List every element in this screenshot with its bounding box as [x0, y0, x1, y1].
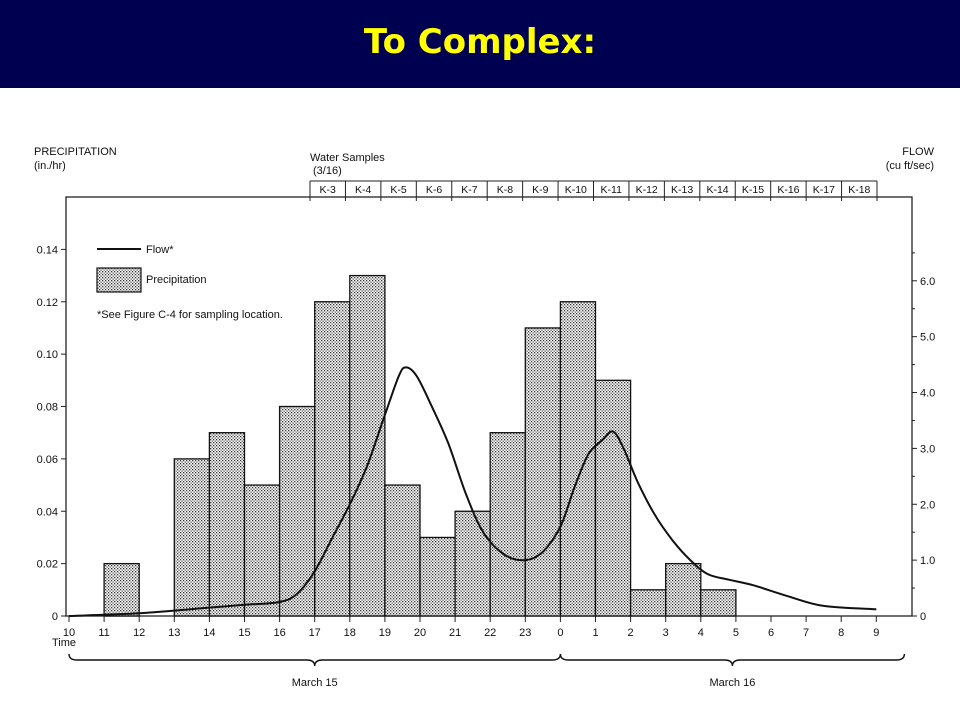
flow-line — [68, 366, 877, 617]
left-axis-ticks: 0 0.02 0.04 0.06 0.08 0.10 0.12 0.14 — [37, 244, 66, 623]
legend-precip-swatch — [96, 267, 142, 293]
precip-bar-10 — [489, 432, 526, 617]
precip-bar-9 — [454, 510, 491, 617]
left-axis-unit: (in./hr) — [34, 160, 66, 172]
x-tick-label-5: 15 — [238, 627, 250, 639]
sample-label-11: K-14 — [706, 184, 728, 196]
sample-label-1: K-4 — [355, 184, 372, 196]
left-tick-label-2: 0.04 — [37, 506, 58, 518]
sample-label-13: K-16 — [777, 184, 799, 196]
date-brace-0 — [68, 653, 562, 667]
date-braces: March 15 March 16 — [68, 653, 906, 689]
title-bar — [0, 0, 960, 88]
x-tick-label-6: 16 — [273, 627, 285, 639]
sample-label-7: K-10 — [565, 184, 587, 196]
sample-label-3: K-6 — [426, 184, 443, 196]
x-tick-label-3: 13 — [168, 627, 180, 639]
right-axis-ticks: 0 1.0 2.0 3.0 4.0 5.0 6.0 — [912, 252, 935, 623]
precip-bar-7 — [384, 484, 421, 617]
water-samples-subtitle: (3/16) — [313, 165, 342, 177]
left-tick-label-1: 0.02 — [37, 559, 58, 571]
x-axis-ticks: 10 11 12 13 14 15 16 17 18 19 20 21 22 23 0 1 2 3 4 5 6 7 8 9 — [63, 616, 879, 639]
water-samples-strip: K-3 K-4 K-5 K-6 K-7 K-8 K-9 K-10 K-11 K-12 K-13 K-1… — [309, 180, 878, 201]
sample-label-5: K-8 — [497, 184, 514, 196]
precip-bar-11 — [524, 327, 562, 617]
x-tick-label-20: 6 — [768, 627, 774, 639]
legend-precip-label: Precipitation — [146, 274, 207, 286]
precip-bar-4 — [278, 405, 316, 617]
x-tick-label-21: 7 — [803, 627, 809, 639]
x-tick-label-0: 10 — [63, 627, 75, 639]
x-tick-label-12: 22 — [484, 627, 496, 639]
right-axis-unit: (cu ft/sec) — [886, 160, 934, 172]
x-tick-label-8: 18 — [344, 627, 356, 639]
sample-label-14: K-17 — [813, 184, 835, 196]
sample-label-0: K-3 — [320, 184, 337, 196]
x-tick-label-17: 3 — [663, 627, 669, 639]
x-tick-label-14: 0 — [557, 627, 563, 639]
x-tick-label-7: 17 — [309, 627, 321, 639]
left-tick-label-5: 0.10 — [37, 349, 58, 361]
precip-bar-6 — [349, 274, 386, 617]
precip-bar-16 — [700, 589, 737, 617]
date-brace-1 — [559, 653, 906, 667]
right-axis-title: FLOW — [902, 146, 934, 158]
right-tick-label-3: 3.0 — [920, 443, 935, 455]
x-tick-label-18: 4 — [698, 627, 704, 639]
precip-bar-12 — [559, 301, 597, 617]
sample-label-15: K-18 — [848, 184, 870, 196]
sample-label-2: K-5 — [390, 184, 407, 196]
legend-note: *See Figure C-4 for sampling location. — [97, 309, 283, 321]
date-label-0: March 15 — [292, 677, 338, 689]
x-tick-label-10: 20 — [414, 627, 426, 639]
precip-bar-14 — [629, 589, 667, 617]
sample-label-12: K-15 — [742, 184, 764, 196]
sample-label-9: K-12 — [636, 184, 658, 196]
precip-bar-2 — [208, 432, 246, 617]
precip-bar-1 — [173, 458, 211, 617]
precip-bar-13 — [594, 379, 632, 617]
sample-label-10: K-13 — [671, 184, 693, 196]
x-tick-label-2: 12 — [133, 627, 145, 639]
precipitation-bars — [103, 274, 737, 617]
x-tick-label-16: 2 — [628, 627, 634, 639]
x-axis-title: Time — [52, 637, 76, 649]
sample-label-6: K-9 — [532, 184, 549, 196]
left-tick-label-0: 0 — [52, 611, 58, 623]
right-tick-label-6: 6.0 — [920, 276, 935, 288]
water-samples-title: Water Samples — [310, 152, 385, 164]
right-tick-label-4: 4.0 — [920, 388, 935, 400]
x-tick-label-23: 9 — [873, 627, 879, 639]
precip-bar-15 — [665, 562, 702, 617]
x-tick-label-13: 23 — [519, 627, 531, 639]
slide-title: To Complex: — [363, 22, 597, 62]
sample-label-4: K-7 — [461, 184, 478, 196]
x-tick-label-1: 11 — [98, 627, 109, 639]
left-axis-title: PRECIPITATION — [34, 146, 117, 158]
right-tick-label-1: 1.0 — [920, 555, 935, 567]
precipitation-flow-chart: PRECIPITATION (in./hr) FLOW (cu ft/sec) … — [34, 146, 935, 689]
right-tick-label-0: 0 — [920, 611, 926, 623]
left-tick-label-4: 0.08 — [37, 402, 58, 414]
left-tick-label-3: 0.06 — [37, 454, 58, 466]
sample-label-8: K-11 — [601, 184, 623, 196]
right-tick-label-2: 2.0 — [920, 499, 935, 511]
legend-flow-label: Flow* — [146, 244, 174, 256]
precip-bar-8 — [419, 536, 456, 617]
x-tick-label-19: 5 — [733, 627, 739, 639]
x-tick-label-11: 21 — [449, 627, 461, 639]
x-tick-label-15: 1 — [592, 627, 598, 639]
x-tick-label-9: 19 — [379, 627, 391, 639]
left-tick-label-6: 0.12 — [37, 297, 58, 309]
date-label-1: March 16 — [709, 677, 755, 689]
precip-bar-3 — [243, 484, 281, 617]
precip-bar-0 — [103, 562, 140, 617]
x-tick-label-22: 8 — [838, 627, 844, 639]
left-tick-label-7: 0.14 — [37, 244, 58, 256]
right-tick-label-5: 5.0 — [920, 332, 935, 344]
precip-bar-5 — [314, 301, 351, 617]
x-tick-label-4: 14 — [203, 627, 215, 639]
